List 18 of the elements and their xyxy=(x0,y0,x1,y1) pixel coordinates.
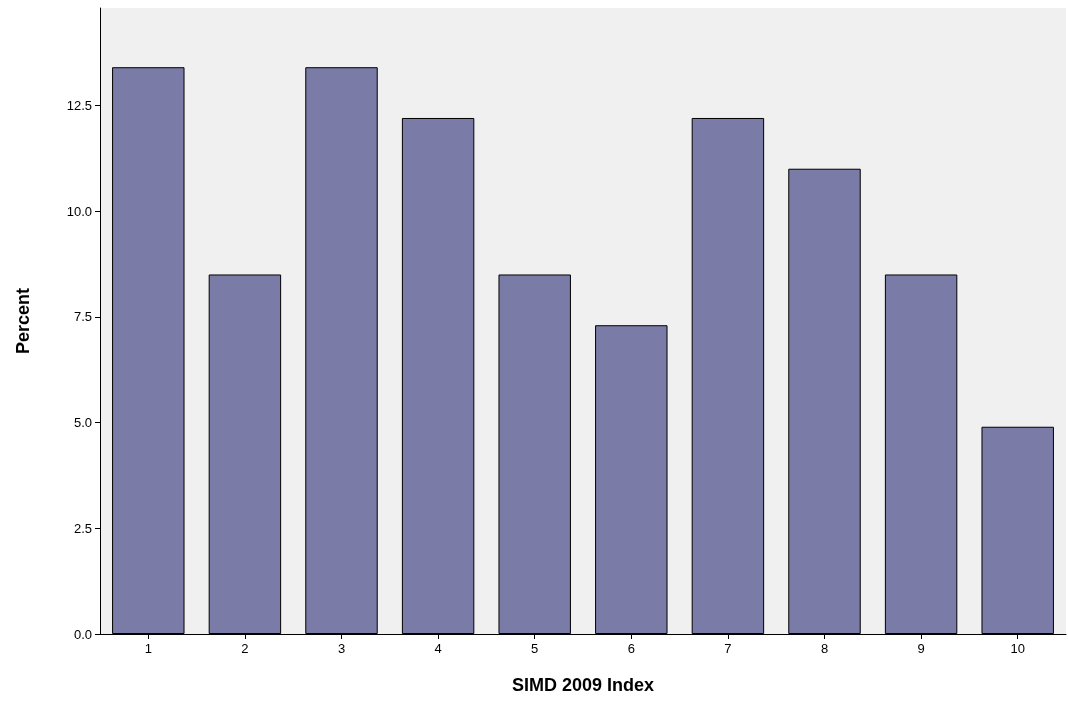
y-tick-label: 5.0 xyxy=(73,415,92,431)
x-tick-label: 10 xyxy=(1010,641,1025,656)
y-tick-label: 2.5 xyxy=(73,520,92,536)
x-tick-label: 9 xyxy=(917,641,925,656)
x-tick-label: 8 xyxy=(820,641,829,656)
x-tick-label: 3 xyxy=(337,641,346,656)
y-tick-label: 0.0 xyxy=(73,626,92,642)
x-tick-label: 1 xyxy=(144,641,152,656)
x-tick-label: 2 xyxy=(241,641,249,656)
y-tick-label: 10.0 xyxy=(66,203,92,219)
x-tick-label: 7 xyxy=(724,641,732,656)
y-axis-title: Percent xyxy=(13,287,33,355)
y-tick-label: 7.5 xyxy=(73,309,92,325)
y-tick-label: 12.5 xyxy=(66,97,92,113)
x-tick-label: 6 xyxy=(627,641,635,656)
x-tick-label: 4 xyxy=(434,641,442,656)
x-axis-title: SIMD 2009 Index xyxy=(511,675,655,695)
x-tick-label: 5 xyxy=(531,641,539,656)
